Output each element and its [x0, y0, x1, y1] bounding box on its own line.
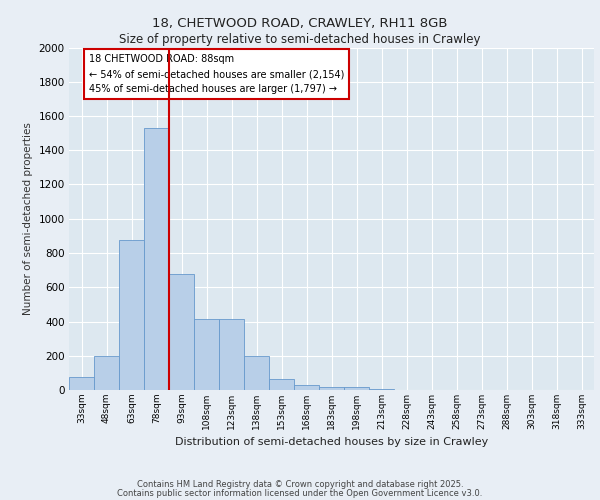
Bar [144, 128, 169, 390]
Y-axis label: Number of semi-detached properties: Number of semi-detached properties [23, 122, 33, 315]
Text: Contains public sector information licensed under the Open Government Licence v3: Contains public sector information licen… [118, 488, 482, 498]
Bar [319, 386, 344, 390]
Bar [244, 356, 269, 390]
Bar [269, 379, 294, 390]
Text: Size of property relative to semi-detached houses in Crawley: Size of property relative to semi-detach… [119, 32, 481, 46]
Bar [294, 385, 319, 390]
Bar [94, 356, 119, 390]
X-axis label: Distribution of semi-detached houses by size in Crawley: Distribution of semi-detached houses by … [175, 438, 488, 448]
Bar [344, 388, 369, 390]
Bar [369, 389, 394, 390]
Bar [169, 274, 194, 390]
Bar [69, 377, 94, 390]
Text: 18, CHETWOOD ROAD, CRAWLEY, RH11 8GB: 18, CHETWOOD ROAD, CRAWLEY, RH11 8GB [152, 18, 448, 30]
Text: Contains HM Land Registry data © Crown copyright and database right 2025.: Contains HM Land Registry data © Crown c… [137, 480, 463, 489]
Bar [194, 319, 219, 390]
Text: 18 CHETWOOD ROAD: 88sqm
← 54% of semi-detached houses are smaller (2,154)
45% of: 18 CHETWOOD ROAD: 88sqm ← 54% of semi-de… [89, 54, 344, 94]
Bar [219, 319, 244, 390]
Bar [119, 240, 144, 390]
